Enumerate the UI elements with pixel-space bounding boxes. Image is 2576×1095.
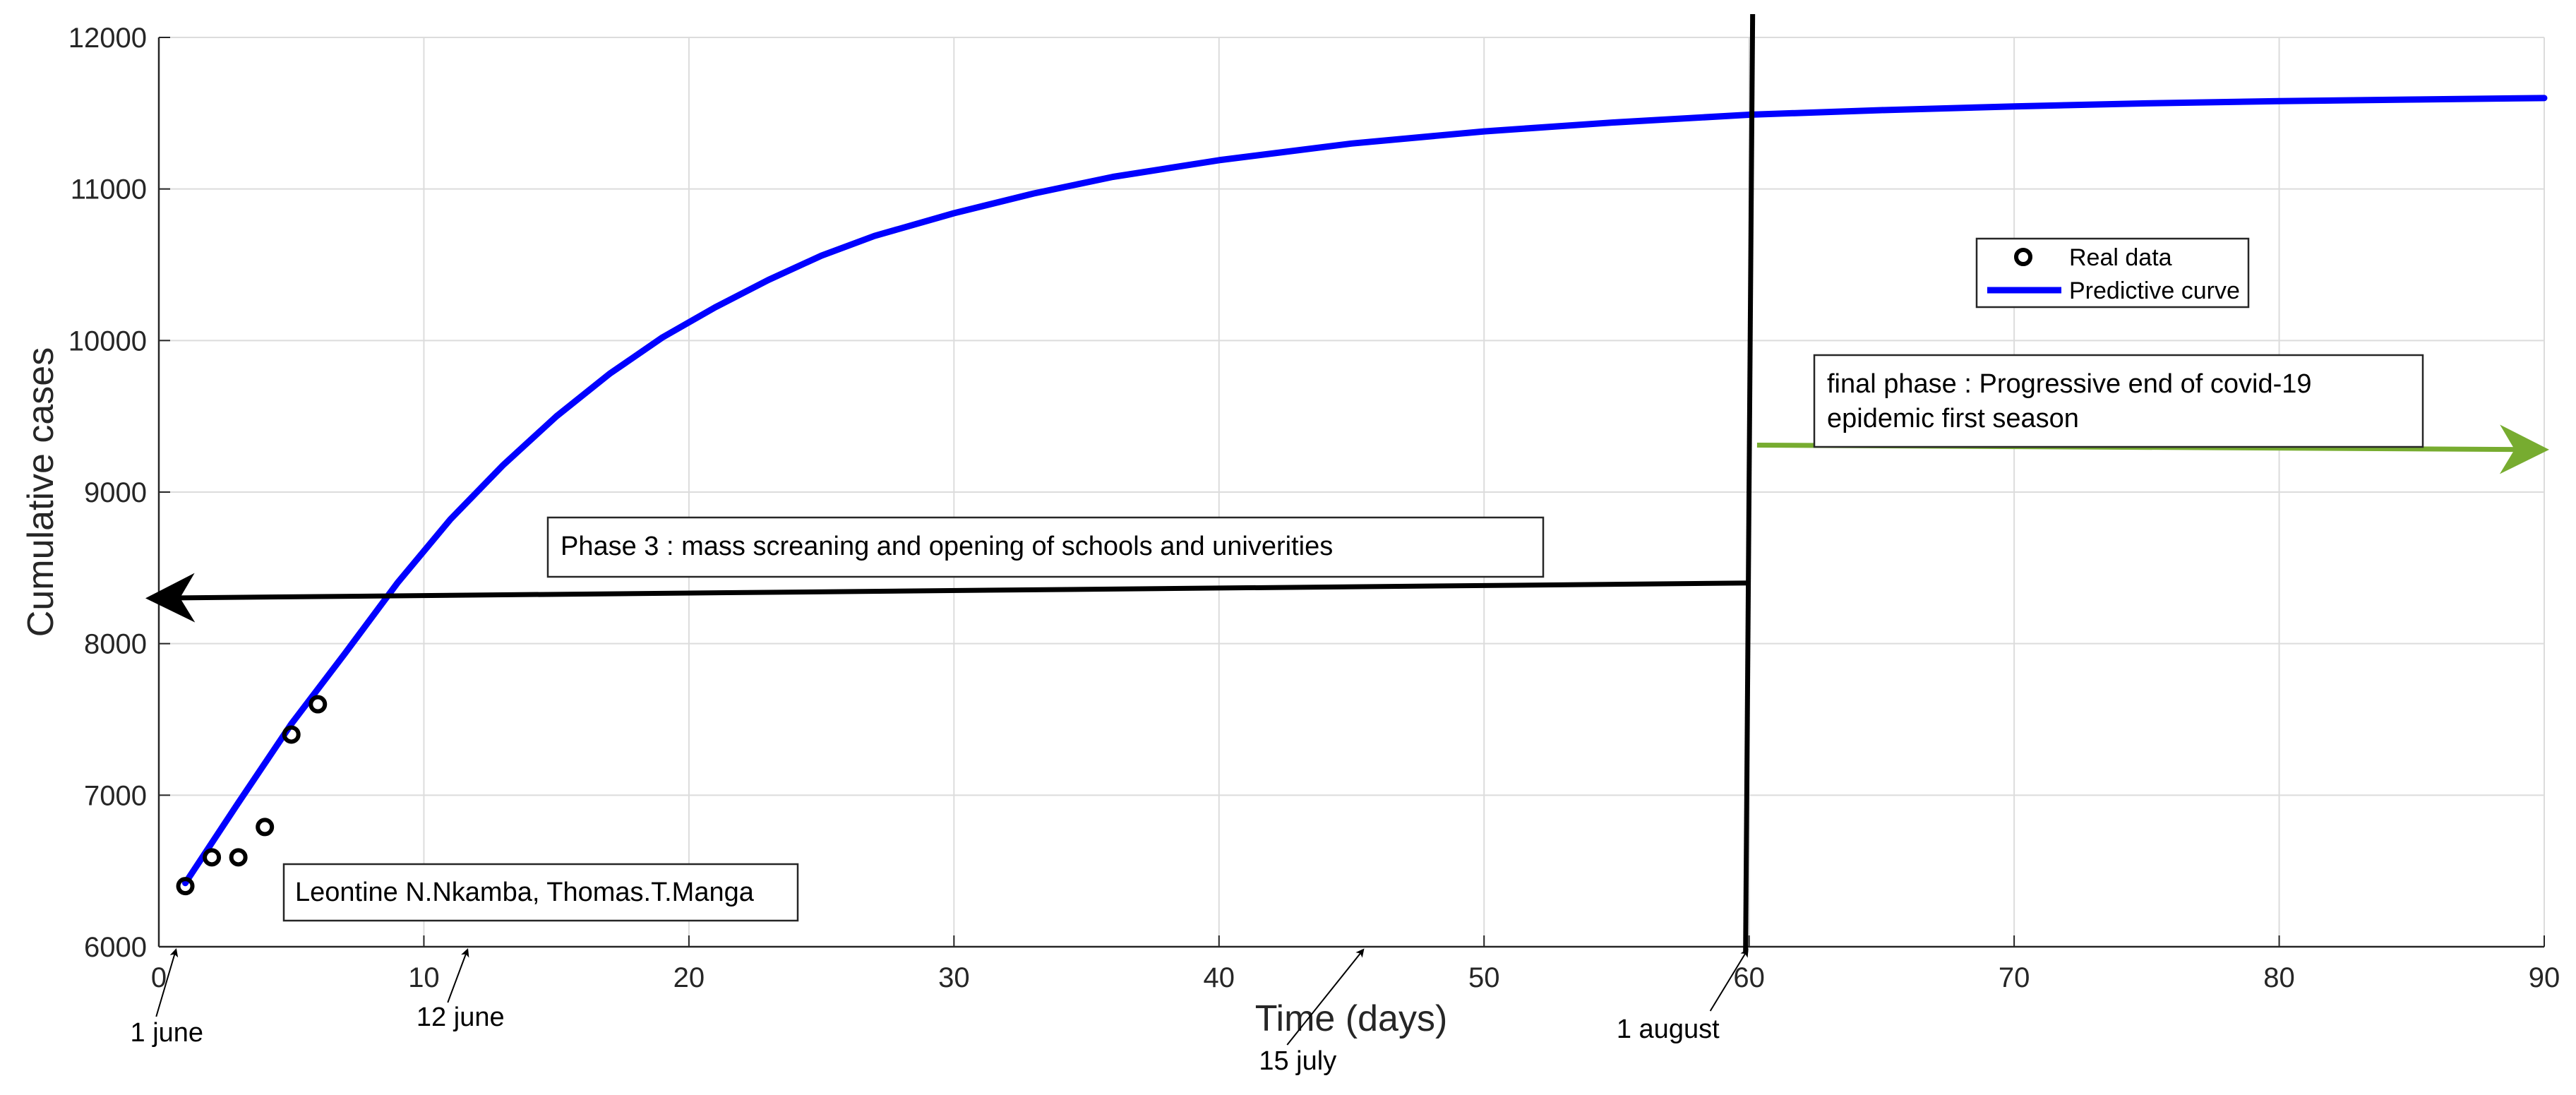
y-tick-label: 7000 xyxy=(84,780,147,811)
date-marker-arrow xyxy=(447,948,469,1003)
authors-box xyxy=(282,863,799,922)
phase3-annotation: Phase 3 : mass screaning and opening of … xyxy=(145,516,1751,623)
real-data-point xyxy=(203,848,222,867)
phase3-text: Phase 3 : mass screaning and opening of … xyxy=(561,532,1333,561)
y-tick-label: 11000 xyxy=(71,174,147,205)
date-marker-label: 1 august xyxy=(1617,1015,1720,1044)
predictive-curve-series xyxy=(182,95,2548,887)
y-tick-label: 9000 xyxy=(84,477,147,508)
real-data-series xyxy=(176,695,328,896)
x-tick-label: 40 xyxy=(1204,962,1235,993)
x-tick-label: 90 xyxy=(2529,962,2560,993)
phase-divider-line xyxy=(1743,13,1756,953)
date-marker-label: 12 june xyxy=(417,1003,505,1032)
date-markers: 1 june 12 june 15 july 1 august xyxy=(131,948,1749,1076)
date-marker-arrow xyxy=(155,948,179,1017)
y-tick-label: 10000 xyxy=(68,325,147,357)
real-data-point xyxy=(229,848,248,867)
authors-text: Leontine N.Nkamba, Thomas.T.Manga xyxy=(295,878,755,907)
tick-labels: 0 10 20 30 40 50 60 70 80 90 6000 7000 8000 9000 10000… xyxy=(68,23,2560,993)
x-tick-label: 70 xyxy=(1999,962,2030,993)
predictive-curve-line xyxy=(182,95,2548,887)
final-phase-text-line1: final phase : Progressive end of covid-1… xyxy=(1827,369,2312,399)
final-phase-box xyxy=(1813,354,2424,448)
x-tick-label: 50 xyxy=(1468,962,1500,993)
date-marker-label: 15 july xyxy=(1259,1046,1336,1076)
legend-real-data-label: Real data xyxy=(2069,244,2172,271)
x-tick-label: 30 xyxy=(938,962,970,993)
axis-ticks xyxy=(157,37,2545,948)
legend-predictive-label: Predictive curve xyxy=(2069,277,2240,304)
x-tick-label: 80 xyxy=(2263,962,2295,993)
y-tick-label: 6000 xyxy=(84,932,147,963)
x-tick-label: 60 xyxy=(1733,962,1765,993)
x-axis-label: Time (days) xyxy=(1255,998,1448,1039)
x-tick-label: 10 xyxy=(408,962,440,993)
final-phase-annotation: final phase : Progressive end of covid-1… xyxy=(1756,354,2549,474)
y-tick-label: 8000 xyxy=(84,629,147,660)
phase3-box xyxy=(546,516,1545,578)
y-tick-label: 12000 xyxy=(68,23,147,54)
date-marker-arrow xyxy=(1709,948,1749,1012)
authors-annotation: Leontine N.Nkamba, Thomas.T.Manga xyxy=(282,863,799,922)
final-phase-text-line2: epidemic first season xyxy=(1827,404,2079,433)
legend-real-data-marker xyxy=(2014,248,2032,266)
phase3-arrow xyxy=(145,573,1751,623)
real-data-point xyxy=(282,725,301,744)
date-marker-arrow xyxy=(1286,948,1365,1046)
x-tick-label: 0 xyxy=(151,962,167,993)
real-data-point xyxy=(308,695,328,714)
y-axis-label: Cumulative cases xyxy=(20,347,61,637)
real-data-point xyxy=(176,877,195,896)
legend-box xyxy=(1975,237,2250,309)
date-marker-label: 1 june xyxy=(131,1018,204,1048)
x-tick-label: 20 xyxy=(673,962,705,993)
legend: Real data Predictive curve xyxy=(1975,237,2250,309)
real-data-point xyxy=(256,818,275,837)
